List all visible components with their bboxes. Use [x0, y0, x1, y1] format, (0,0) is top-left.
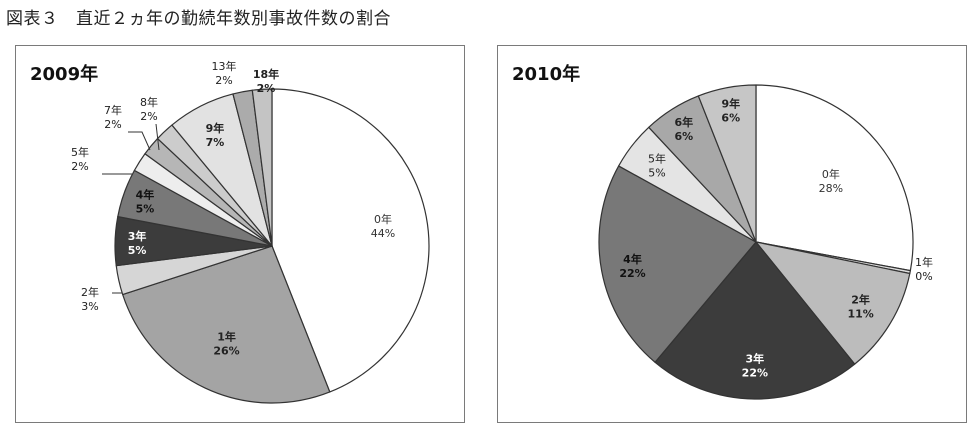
- slice-label-2009-10: 18年: [253, 67, 279, 81]
- pie-slice-2010-7: [697, 84, 757, 243]
- slice-label-2010-3: 3年: [746, 351, 765, 365]
- chart-panel-2010: 2010年 0年 28% 1年 0% 2年 11% 3年 22% 4年 22% 5年 5% 6年 6% 9年…: [497, 45, 967, 423]
- chart-title-2010: 2010年: [512, 64, 581, 85]
- slice-value-2010-3: 22%: [742, 366, 768, 379]
- chart-title-2009: 2009年: [30, 64, 99, 85]
- pie-slice-2010-3: [654, 241, 856, 400]
- figure-title: 図表３ 直近２ヵ年の勤続年数別事故件数の割合: [6, 9, 391, 29]
- slice-label-2009-4: 4年: [136, 187, 155, 201]
- slice-label-2009-1: 1年: [217, 330, 236, 344]
- slice-value-2010-4: 22%: [619, 267, 645, 280]
- slice-label-2010-1: 1年: [915, 255, 933, 269]
- slice-label-2009-0: 0年: [374, 212, 392, 226]
- slice-label-2009-5: 5年: [71, 145, 89, 159]
- pie-chart-2009: 0年44%1年26%2年3%3年5%4年5%5年2%7年2%8年2%9年7%13…: [71, 59, 430, 404]
- slice-value-2009-6: 2%: [104, 118, 121, 131]
- slice-value-2009-1: 26%: [213, 345, 239, 358]
- slice-value-2010-6: 6%: [675, 130, 694, 143]
- slice-label-2009-6: 7年: [104, 103, 122, 117]
- pie-slice-2010-0: [755, 84, 914, 272]
- slice-value-2010-2: 11%: [847, 308, 873, 321]
- slice-value-2009-8: 7%: [206, 136, 225, 149]
- slice-value-2009-7: 2%: [140, 110, 157, 123]
- slice-value-2010-0: 28%: [819, 182, 843, 195]
- leader-line-2009-7: [155, 123, 160, 151]
- slice-label-2010-7: 9年: [721, 96, 740, 110]
- slice-label-2010-5: 5年: [648, 152, 666, 166]
- slice-value-2010-1: 0%: [915, 270, 932, 283]
- pie-slice-2009-1: [122, 245, 331, 404]
- pie-slice-2010-4: [598, 165, 757, 363]
- slice-value-2009-5: 2%: [71, 160, 88, 173]
- slice-value-2009-9: 2%: [215, 74, 232, 87]
- slice-value-2010-7: 6%: [721, 111, 740, 124]
- slice-label-2009-2: 2年: [81, 285, 99, 299]
- slice-value-2010-5: 5%: [648, 167, 665, 180]
- slice-label-2010-2: 2年: [851, 293, 870, 307]
- slice-label-2009-7: 8年: [140, 95, 158, 109]
- slice-label-2010-4: 4年: [623, 252, 642, 266]
- slice-label-2009-8: 9年: [206, 121, 225, 135]
- slice-label-2010-0: 0年: [822, 167, 840, 181]
- pie-slice-2009-0: [271, 88, 430, 393]
- leader-line-2009-6: [128, 131, 151, 151]
- slice-value-2009-0: 44%: [371, 227, 395, 240]
- slice-value-2009-10: 2%: [257, 82, 276, 95]
- pie-slice-2009-10: [251, 88, 273, 247]
- slice-value-2009-4: 5%: [136, 202, 155, 215]
- slice-value-2009-2: 3%: [81, 300, 98, 313]
- slice-label-2009-9: 13年: [212, 59, 237, 73]
- chart-panel-2009: 2009年 0年 44% 1年 26% 2年 3% 3年 5% 4年 5% 5年 2% 7年 2% 8年 2%…: [15, 45, 465, 423]
- slice-label-2010-6: 6年: [675, 115, 694, 129]
- pie-slice-2010-2: [755, 241, 911, 365]
- slice-label-2009-3: 3年: [128, 229, 147, 243]
- slice-value-2009-3: 5%: [128, 244, 147, 257]
